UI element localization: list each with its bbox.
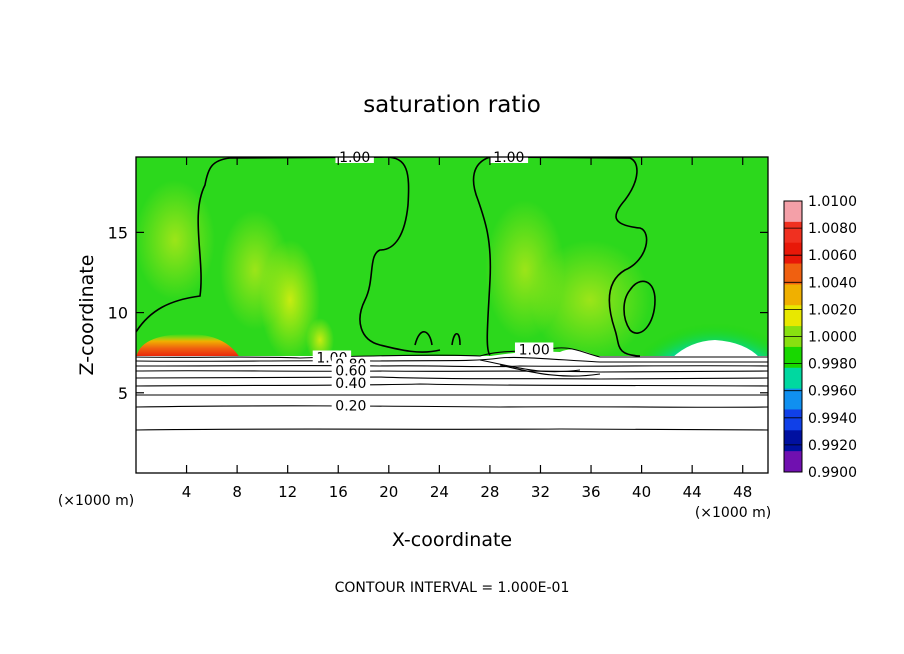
- x-tick-label: 16: [329, 483, 348, 501]
- contour-line: [136, 356, 768, 363]
- colorbar-label: 1.0000: [808, 330, 857, 346]
- colorbar-swatch: [784, 409, 802, 431]
- x-tick-label: 24: [430, 483, 449, 501]
- y-tick-label: 5: [118, 384, 128, 403]
- colorbar-label: 0.9980: [808, 357, 857, 373]
- colorbar-label: 0.9960: [808, 384, 857, 400]
- y-tick-label: 15: [108, 223, 128, 242]
- contour-line: [136, 347, 768, 359]
- colorbar-label: 0.9900: [808, 465, 857, 481]
- contour-line: [136, 376, 768, 380]
- x-axis-unit-left: (×1000 m): [58, 493, 134, 509]
- x-tick-label: 28: [480, 483, 499, 501]
- y-tick-label: 10: [108, 304, 128, 323]
- contour-label: 0.40: [335, 376, 366, 392]
- contour-line: [499, 364, 601, 377]
- colorbar-label: 1.0020: [808, 302, 857, 318]
- field-max-patch: [136, 333, 240, 358]
- contour-label: 1.00: [493, 150, 524, 166]
- field-high-patch: [485, 200, 565, 340]
- contour-line: [479, 359, 581, 373]
- colorbar-swatch: [784, 305, 802, 327]
- x-axis-unit-right: (×1000 m): [695, 505, 771, 521]
- contour-label: 1.00: [339, 150, 370, 166]
- y-axis: 5 10 15: [108, 223, 768, 403]
- colorbar-swatch: [784, 367, 802, 390]
- colorbar-swatch: [784, 201, 802, 223]
- contour-label-bg: [331, 398, 371, 412]
- colorbar-label: 1.0040: [808, 275, 857, 291]
- x-tick-label: 48: [733, 483, 752, 501]
- x-tick-label: 12: [278, 483, 297, 501]
- contour-line: [136, 428, 768, 431]
- colorbar-label: 1.0100: [808, 194, 857, 210]
- contour-line-1.00: [623, 280, 656, 334]
- field-high-patch: [220, 210, 290, 330]
- contour-line-1.00: [414, 331, 433, 346]
- contour-line: [136, 383, 768, 387]
- contour-label: 0.60: [335, 363, 366, 379]
- contour-line: [136, 365, 768, 368]
- x-tick-label: 44: [683, 483, 702, 501]
- contour-labels: 1.001.001.001.000.800.600.400.20: [312, 150, 554, 415]
- y-axis-label: Z-coordinate: [76, 255, 98, 376]
- colorbar-label: 1.0080: [808, 221, 857, 237]
- colorbar-swatch: [784, 284, 802, 306]
- field-subsaturated-mound: [672, 340, 760, 358]
- x-tick-label: 4: [182, 483, 192, 501]
- colorbar-swatch: [784, 242, 802, 265]
- colorbar-swatch: [784, 430, 802, 452]
- field-high-patch: [136, 180, 215, 300]
- x-axis-label: X-coordinate: [392, 529, 512, 551]
- colorbar: 1.0100 1.0080 1.0060 1.0040 1.0020 1.0000 0.99…: [783, 194, 857, 481]
- contour-line-1.00: [136, 157, 441, 353]
- colorbar-swatch: [784, 388, 802, 410]
- x-tick-label: 20: [379, 483, 398, 501]
- colorbar-label: 1.0060: [808, 248, 857, 264]
- colorbar-label: 0.9920: [808, 438, 857, 454]
- contour-label: 1.00: [519, 342, 550, 358]
- contour-label-bg: [514, 342, 554, 356]
- contour-lines: [136, 157, 656, 357]
- field-subsaturated-layer: [136, 356, 768, 473]
- colorbar-swatch: [784, 221, 802, 244]
- colorbar-swatch: [784, 346, 802, 369]
- x-axis: 4 8 12 16 20 24 28 32 36 40 44 48: [182, 157, 752, 501]
- contour-label-bg: [331, 363, 371, 377]
- stratified-contours: [136, 347, 768, 431]
- colorbar-swatch: [784, 451, 802, 473]
- plot-frame: [135, 156, 769, 474]
- x-tick-label: 8: [232, 483, 242, 501]
- colorbar-swatch: [784, 263, 802, 285]
- contour-line-1.00: [489, 157, 648, 357]
- footer-note: CONTOUR INTERVAL = 1.000E-01: [335, 580, 570, 596]
- colorbar-label: 0.9940: [808, 411, 857, 427]
- contour-label-bg: [331, 376, 371, 390]
- contour-field: [136, 157, 768, 473]
- x-tick-label: 40: [632, 483, 651, 501]
- contour-label: 0.20: [335, 399, 366, 415]
- contour-line-1.00: [451, 332, 461, 346]
- contour-line-1.00: [472, 157, 492, 356]
- chart-title: saturation ratio: [363, 92, 541, 118]
- x-tick-label: 32: [531, 483, 550, 501]
- x-tick-label: 36: [581, 483, 600, 501]
- contour-line: [136, 405, 768, 408]
